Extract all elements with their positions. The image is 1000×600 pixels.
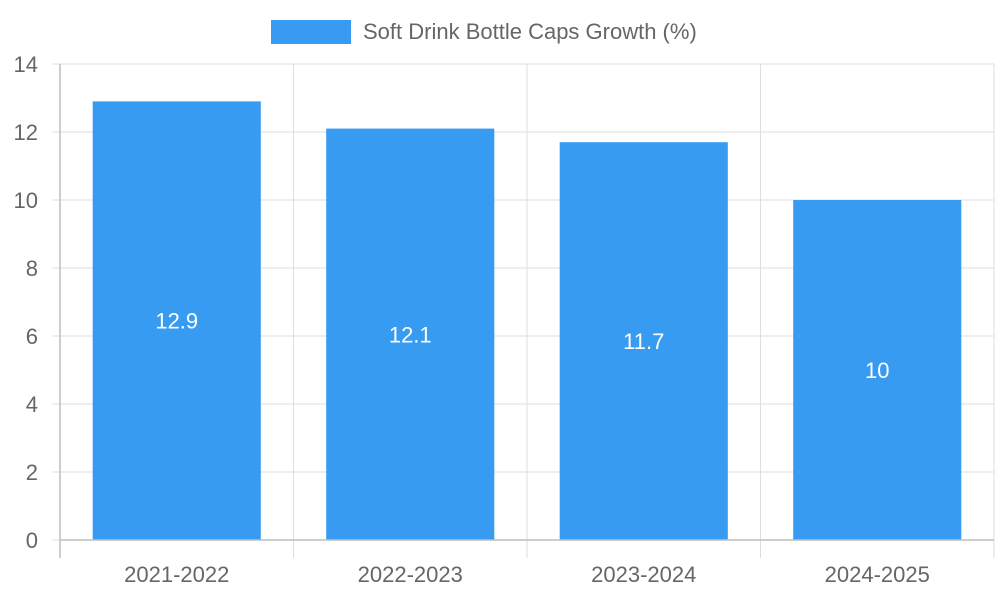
- legend-label: Soft Drink Bottle Caps Growth (%): [363, 19, 697, 44]
- bar-2023-2024[interactable]: [559, 142, 728, 540]
- bar-2022-2023[interactable]: [326, 128, 495, 540]
- legend[interactable]: Soft Drink Bottle Caps Growth (%): [271, 19, 697, 44]
- y-tick-label: 4: [26, 392, 38, 417]
- x-tick-label: 2022-2023: [358, 562, 463, 587]
- data-label: 12.1: [389, 322, 432, 347]
- data-label: 11.7: [623, 329, 664, 354]
- x-tick-label: 2024-2025: [825, 562, 930, 587]
- legend-swatch: [271, 20, 351, 44]
- x-tick-label: 2021-2022: [124, 562, 229, 587]
- data-label: 12.9: [155, 309, 198, 334]
- data-labels: 12.9 12.1 11.7 10: [155, 309, 889, 383]
- y-axis-ticks: 0 2 4 6 8 10 12 14: [14, 52, 38, 553]
- y-tick-label: 12: [14, 120, 38, 145]
- y-tick-label: 2: [26, 460, 38, 485]
- data-label: 10: [865, 358, 889, 383]
- bars: [92, 101, 962, 541]
- y-tick-label: 6: [26, 324, 38, 349]
- y-tick-label: 8: [26, 256, 38, 281]
- x-axis-ticks: 2021-2022 2022-2023 2023-2024 2024-2025: [124, 562, 930, 587]
- bar-2024-2025[interactable]: [793, 200, 962, 540]
- axes: [59, 64, 994, 558]
- bar-2021-2022[interactable]: [92, 101, 261, 541]
- y-tick-label: 0: [26, 528, 38, 553]
- y-tick-label: 14: [14, 52, 38, 77]
- x-tick-label: 2023-2024: [591, 562, 696, 587]
- y-tick-label: 10: [14, 188, 38, 213]
